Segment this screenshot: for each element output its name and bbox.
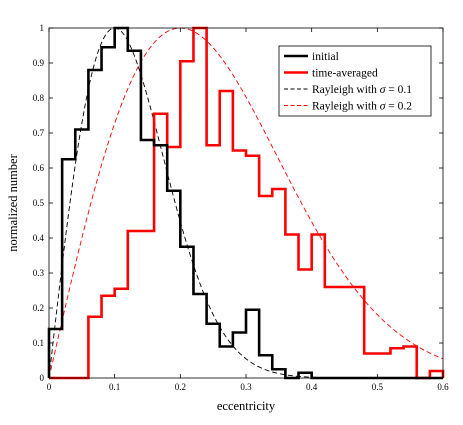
histogram-time-averaged bbox=[49, 26, 445, 380]
x-axis-label: eccentricity bbox=[217, 399, 276, 413]
x-tick-label: 0.4 bbox=[306, 382, 318, 392]
y-tick-label: 0.7 bbox=[33, 128, 45, 138]
y-tick-label: 0.2 bbox=[33, 303, 44, 313]
y-tick-label: 0.3 bbox=[33, 268, 45, 278]
legend-label: Rayleigh with σ = 0.1 bbox=[312, 84, 412, 96]
y-tick-label: 0 bbox=[40, 373, 45, 383]
rayleigh-curve-sigma-0-2 bbox=[48, 27, 444, 379]
x-axis-ticks: 0 0.1 0.2 0.3 0.4 0.5 0.6 bbox=[47, 28, 449, 392]
y-tick-label: 0.5 bbox=[33, 198, 45, 208]
y-axis-label: normalized number bbox=[6, 153, 20, 251]
legend: initial time-averaged Rayleigh with σ = 0.… bbox=[278, 45, 432, 117]
legend-box bbox=[278, 45, 432, 117]
y-tick-label: 0.9 bbox=[33, 58, 45, 68]
y-tick-label: 1 bbox=[40, 23, 45, 33]
x-tick-label: 0.3 bbox=[240, 382, 252, 392]
y-tick-label: 0.8 bbox=[33, 93, 45, 103]
y-axis-ticks: 0 0.1 0.2 0.3 0.4 0.5 0.6 0.7 0.8 0.9 1 bbox=[33, 23, 443, 383]
x-tick-label: 0.6 bbox=[437, 382, 449, 392]
x-tick-label: 0 bbox=[47, 382, 52, 392]
legend-label: Rayleigh with σ = 0.2 bbox=[312, 101, 412, 113]
y-tick-label: 0.1 bbox=[33, 338, 44, 348]
legend-label: initial bbox=[312, 51, 339, 63]
y-tick-label: 0.4 bbox=[33, 233, 45, 243]
x-tick-label: 0.1 bbox=[109, 382, 120, 392]
x-tick-label: 0.5 bbox=[372, 382, 384, 392]
x-tick-label: 0.2 bbox=[175, 382, 186, 392]
y-tick-label: 0.6 bbox=[33, 163, 45, 173]
legend-label: time-averaged bbox=[312, 68, 378, 80]
